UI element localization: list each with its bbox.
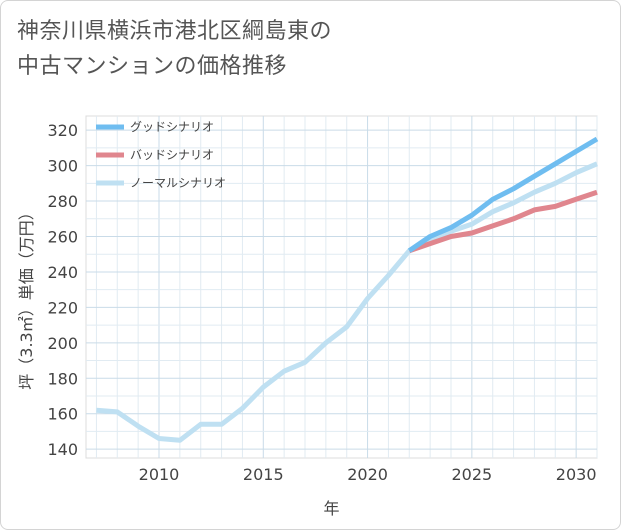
y-tick-label: 280 <box>47 192 78 211</box>
y-tick-label: 220 <box>47 298 78 317</box>
plot-area <box>85 115 598 459</box>
y-tick-label: 160 <box>47 405 78 424</box>
series-lines <box>96 136 599 443</box>
y-tick-label: 300 <box>47 157 78 176</box>
x-tick-label: 2025 <box>451 465 492 484</box>
legend-label-2: バッドシナリオ <box>130 148 214 162</box>
series-line-3 <box>96 161 598 443</box>
y-tick-label: 180 <box>47 369 78 388</box>
x-tick-label: 2010 <box>139 465 180 484</box>
series-line-2 <box>408 189 598 254</box>
y-tick-label: 240 <box>47 263 78 282</box>
x-tick-label: 2020 <box>347 465 388 484</box>
chart-title-line-1: 神奈川県横浜市港北区綱島東の <box>17 19 333 44</box>
x-axis-title: 年 <box>323 499 339 518</box>
x-tick-label: 2015 <box>243 465 284 484</box>
y-tick-label: 320 <box>47 121 78 140</box>
y-tick-label: 140 <box>47 440 78 459</box>
legend-label-1: グッドシナリオ <box>130 120 214 134</box>
chart-title: 神奈川県横浜市港北区綱島東の 中古マンションの価格推移 <box>17 14 332 84</box>
y-tick-label: 200 <box>47 334 78 353</box>
axes: 140 160 180 200 220 240 260 280 300 320 2010 2015 20… <box>17 121 597 518</box>
y-axis-title: 坪（3.3㎡）単価（万円） <box>17 204 36 389</box>
legend-label-3: ノーマルシナリオ <box>130 176 226 190</box>
grid-lines <box>85 115 598 459</box>
chart-title-line-2: 中古マンションの価格推移 <box>17 54 288 79</box>
x-tick-label: 2030 <box>556 465 597 484</box>
series-line-1 <box>407 136 599 253</box>
y-tick-label: 260 <box>47 227 78 246</box>
